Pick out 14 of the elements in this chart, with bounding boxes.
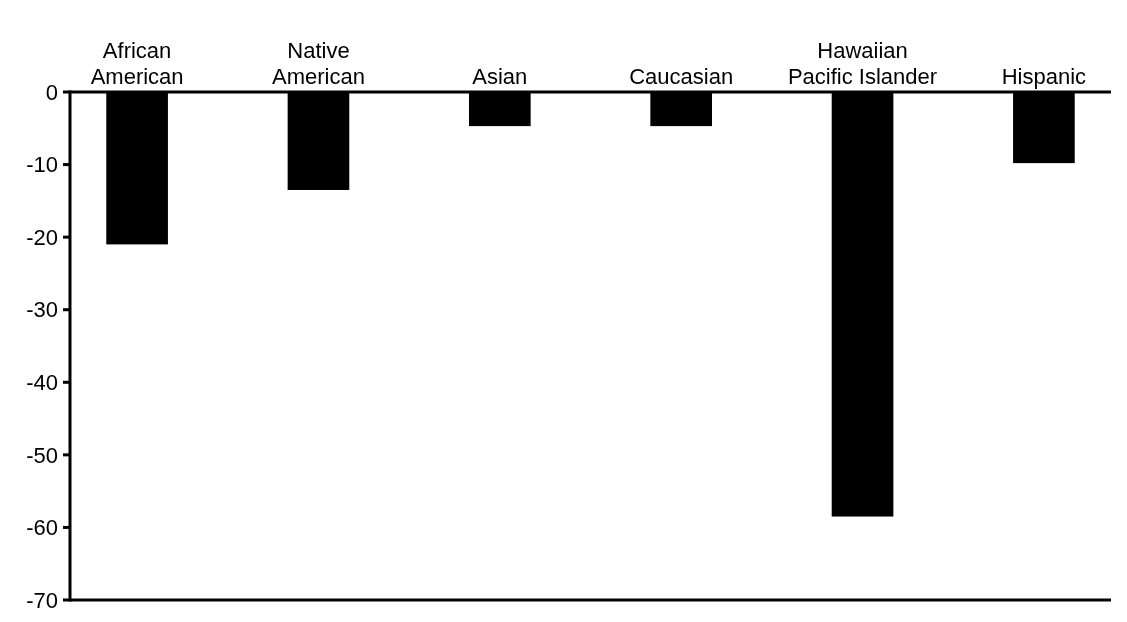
y-tick-label: -10: [26, 152, 58, 178]
y-tick-label: -40: [26, 369, 58, 395]
x-tick-label: Hispanic: [1001, 64, 1087, 89]
x-tick-label: Native American: [272, 38, 365, 89]
y-tick-label: -50: [26, 442, 58, 468]
y-tick-label: -60: [26, 515, 58, 541]
y-tick-label: -30: [26, 297, 58, 323]
y-tick-label: -20: [26, 224, 58, 250]
x-tick-label: Caucasian: [629, 64, 734, 89]
y-tick-label: -70: [26, 587, 58, 613]
y-tick-label: 0: [45, 79, 58, 105]
x-tick-label: African American: [90, 38, 184, 89]
x-tick-label: Asian: [472, 64, 528, 89]
x-tick-label: Hawaiian Pacific Islander: [787, 38, 938, 89]
